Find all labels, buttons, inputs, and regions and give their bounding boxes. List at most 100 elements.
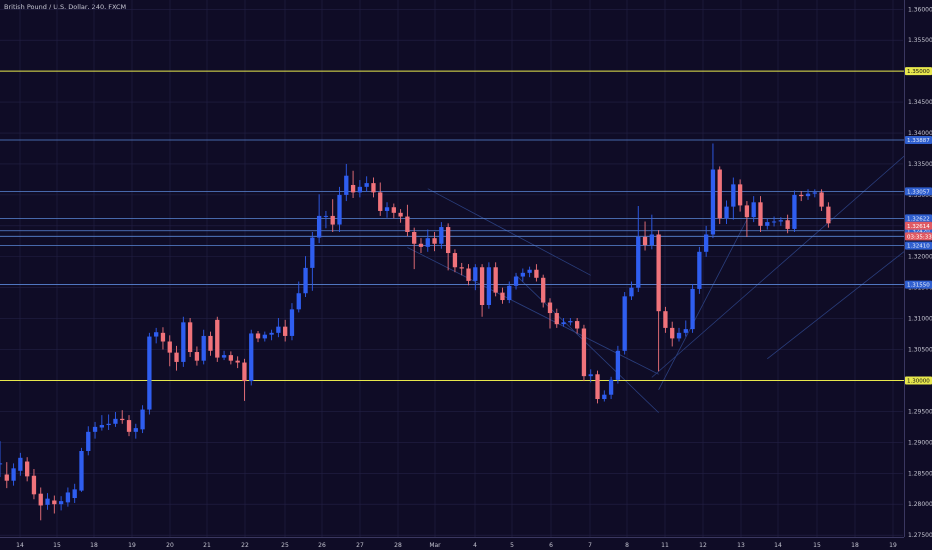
candle-up xyxy=(751,202,756,218)
candle-up xyxy=(507,285,512,301)
candle-up xyxy=(276,326,281,333)
x-tick-label: 12 xyxy=(699,542,707,549)
candle-up xyxy=(296,293,301,310)
candle-up xyxy=(425,238,430,247)
x-tick-label: 18 xyxy=(851,542,859,549)
level-price-label: 1.32420 xyxy=(907,229,930,235)
candle-up xyxy=(221,355,227,358)
candle-up xyxy=(323,215,329,217)
bar-countdown-tag xyxy=(905,232,932,241)
candle-down xyxy=(445,227,451,254)
trendline xyxy=(515,275,659,413)
x-tick-label: 28 xyxy=(394,542,402,549)
candle-down xyxy=(656,234,661,312)
x-tick-label: 20 xyxy=(166,542,174,549)
x-tick-label: 4 xyxy=(473,542,477,549)
candle-down xyxy=(534,269,539,278)
candle-down xyxy=(412,231,417,244)
x-tick-label: 26 xyxy=(318,542,326,549)
candle-down xyxy=(38,493,43,506)
level-price-label: 1.35000 xyxy=(907,69,930,75)
x-tick-label: 6 xyxy=(549,542,553,549)
candle-up xyxy=(812,192,817,194)
bar-countdown-label: 03:35:33 xyxy=(907,234,932,240)
candle-down xyxy=(595,374,600,400)
candle-up xyxy=(201,335,206,361)
candle-down xyxy=(663,311,668,328)
candle-down xyxy=(418,243,424,247)
price-axis[interactable]: 1.36000 1.35500 1.35000 1.34500 1.34000 1.335… xyxy=(904,0,932,550)
candle-down xyxy=(398,212,403,217)
candle-down xyxy=(194,352,200,361)
x-tick-label: 15 xyxy=(813,542,821,549)
y-tick-label: 1.35500 xyxy=(908,37,932,44)
candle-up xyxy=(344,175,349,195)
x-tick-label: 21 xyxy=(203,542,211,549)
candle-up xyxy=(622,296,627,351)
level-line-layer xyxy=(0,70,904,381)
candle-down xyxy=(541,277,546,303)
candle-up xyxy=(704,234,709,252)
level-price-label: 1.32410 xyxy=(907,244,930,250)
y-tick-label: 1.28000 xyxy=(908,501,932,508)
candle-up xyxy=(65,492,71,503)
y-tick-label: 1.34500 xyxy=(908,99,932,106)
candle-up xyxy=(792,194,797,229)
level-price-label: 1.30000 xyxy=(907,378,930,384)
candle-down xyxy=(826,206,831,224)
candle-up xyxy=(527,269,532,273)
candle-down xyxy=(235,360,240,363)
time-axis[interactable]: 14 15 18 19 20 21 22 25 26 27 28 Mar 4 5 6 7 8 11 12 13 14 15… xyxy=(0,537,904,550)
candle-up xyxy=(106,423,111,426)
candle-up xyxy=(364,183,369,187)
candle-up xyxy=(113,418,118,424)
candle-down xyxy=(120,418,125,421)
candle-down xyxy=(242,362,247,382)
level-price-label: 1.32622 xyxy=(907,216,930,222)
candle-up xyxy=(92,426,98,432)
candle-down xyxy=(391,207,396,213)
trendline xyxy=(407,247,659,375)
candle-down xyxy=(255,333,261,339)
candle-up xyxy=(99,425,104,428)
candle-up xyxy=(45,498,50,505)
candle-up xyxy=(649,234,654,245)
y-tick-label: 1.34000 xyxy=(908,130,932,137)
candle-up xyxy=(310,237,315,268)
candle-down xyxy=(459,267,464,269)
candle-up xyxy=(72,489,77,499)
x-tick-label: 15 xyxy=(53,542,61,549)
candle-down xyxy=(452,253,458,268)
candle-down xyxy=(378,192,383,211)
candle-up xyxy=(608,379,614,395)
candle-up xyxy=(337,194,342,225)
candle-down xyxy=(405,216,410,232)
candle-up xyxy=(805,193,811,197)
x-tick-label: 8 xyxy=(625,542,629,549)
level-price-tag xyxy=(905,67,932,76)
candle-down xyxy=(174,352,179,362)
candle-up xyxy=(18,457,23,471)
candle-down xyxy=(479,267,485,306)
x-tick-label: 27 xyxy=(356,542,364,549)
candle-up xyxy=(520,272,525,277)
candle-down xyxy=(126,420,132,432)
candle-up xyxy=(724,206,729,219)
y-tick-label: 1.29500 xyxy=(908,408,932,415)
candle-up xyxy=(86,431,91,452)
candle-down xyxy=(575,321,580,329)
candle-down xyxy=(744,205,750,218)
candle-down xyxy=(785,220,790,229)
trendline xyxy=(427,188,591,276)
level-price-tag xyxy=(905,187,932,196)
candle-down xyxy=(208,335,213,351)
candle-up xyxy=(357,186,363,193)
level-price-tag xyxy=(905,136,932,145)
chart-title: British Pound / U.S. Dollar, 240, FXCM xyxy=(4,3,127,11)
y-tick-label: 1.32000 xyxy=(908,254,932,261)
x-tick-label: 5 xyxy=(510,542,514,549)
candle-up xyxy=(58,501,64,505)
candle-down xyxy=(167,341,172,353)
candle-up xyxy=(602,394,607,400)
